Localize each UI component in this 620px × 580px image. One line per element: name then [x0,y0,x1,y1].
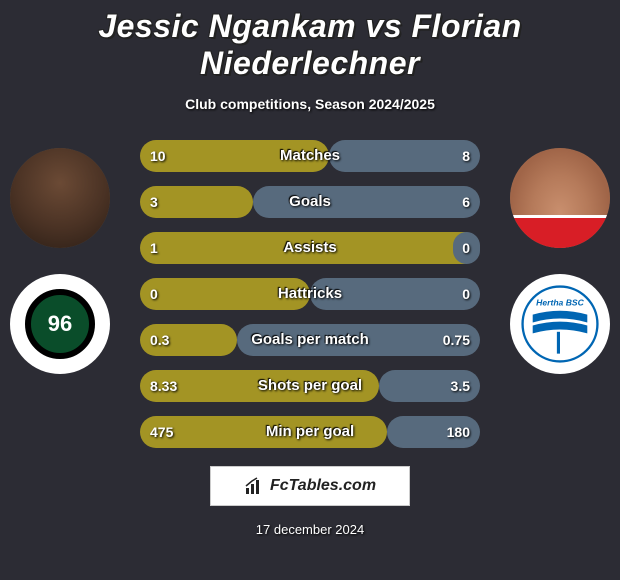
hertha-flag-icon: Hertha BSC [521,285,599,363]
stat-row: 108Matches [140,140,480,172]
brand-box: FcTables.com [210,466,410,506]
stat-bars: 108Matches 36Goals 10Assists 00Hattricks 0.3… [140,140,480,448]
team-left-badge-text: 96 [25,289,95,359]
stat-label: Assists [140,232,480,264]
stat-label: Min per goal [140,416,480,448]
player-left-face [10,148,110,248]
stat-row: 10Assists [140,232,480,264]
team-left-badge-inner: 96 [10,274,110,374]
stat-row: 00Hattricks [140,278,480,310]
player-left-avatar [10,148,110,248]
brand-chart-icon [244,476,264,496]
player-right-face [510,148,610,248]
comparison-content: 96 Hertha BSC 108Matches 36Goals 10Assists… [0,140,620,448]
team-left-badge: 96 [10,274,110,374]
stat-row: 8.333.5Shots per goal [140,370,480,402]
brand-text: FcTables.com [270,477,376,495]
svg-text:Hertha BSC: Hertha BSC [536,297,584,307]
team-right-badge: Hertha BSC [510,274,610,374]
player-right-avatar [510,148,610,248]
stat-label: Hattricks [140,278,480,310]
comparison-subtitle: Club competitions, Season 2024/2025 [0,96,620,112]
stat-label: Matches [140,140,480,172]
stat-label: Goals [140,186,480,218]
stat-row: 0.30.75Goals per match [140,324,480,356]
stat-label: Goals per match [140,324,480,356]
stat-label: Shots per goal [140,370,480,402]
stat-row: 36Goals [140,186,480,218]
comparison-title: Jessic Ngankam vs Florian Niederlechner [0,0,620,82]
stat-row: 475180Min per goal [140,416,480,448]
team-right-badge-inner: Hertha BSC [510,274,610,374]
comparison-date: 17 december 2024 [0,522,620,537]
